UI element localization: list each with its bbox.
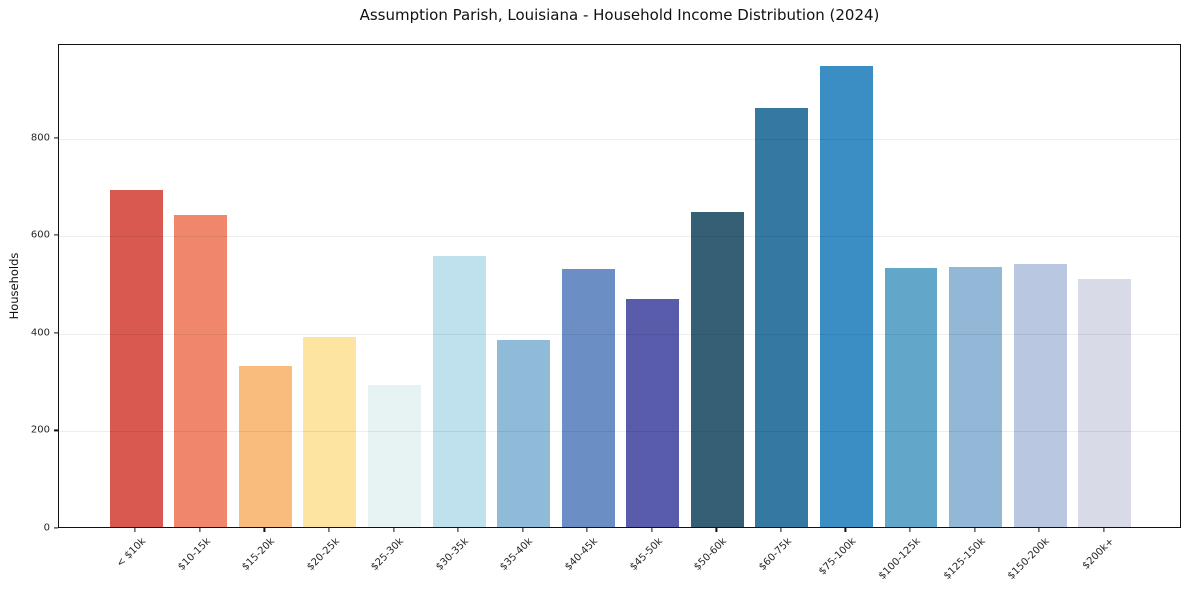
x-tick-mark [392, 528, 395, 532]
bar [561, 268, 615, 527]
x-tick-mark [780, 528, 782, 532]
y-tick-label: 600 [30, 229, 50, 241]
gridline [59, 138, 1180, 140]
x-tick-label: $20-25k [304, 536, 342, 573]
x-tick-label: $100-125k [876, 536, 923, 582]
x-tick-label: $40-45k [563, 536, 600, 573]
x-tick-mark [134, 528, 136, 532]
x-tick-mark [974, 528, 976, 532]
bar [368, 385, 421, 527]
y-tick-label: 400 [30, 327, 50, 339]
x-tick-label: $45-50k [627, 536, 665, 573]
x-tick-mark [586, 528, 588, 532]
bar [949, 267, 1003, 527]
y-tick-mark [54, 137, 58, 139]
x-tick-label: $15-20k [240, 536, 278, 573]
x-tick-label: $75-100k [816, 536, 859, 578]
bar [303, 336, 357, 527]
bar [1078, 279, 1132, 527]
x-tick-label: $200k+ [1080, 536, 1117, 572]
x-tick-mark [328, 528, 330, 532]
x-tick-label: < $10k [114, 536, 149, 570]
x-tick-label: $50-60k [692, 536, 730, 573]
x-tick-mark [715, 528, 717, 532]
x-tick-mark [457, 528, 459, 532]
bar [755, 108, 809, 527]
y-tick-mark [54, 527, 58, 529]
x-tick-mark [263, 528, 265, 532]
x-tick-mark [1038, 528, 1040, 532]
y-tick-label: 800 [30, 132, 50, 144]
y-tick-label: 200 [30, 424, 50, 436]
y-tick-mark [54, 429, 58, 431]
y-tick-label: 0 [43, 522, 50, 534]
x-tick-label: $35-40k [498, 536, 536, 573]
bar [626, 298, 680, 527]
bar [690, 212, 744, 527]
x-tick-mark [909, 528, 911, 532]
y-tick-mark [54, 234, 58, 236]
plot-area [58, 44, 1181, 528]
bar [819, 65, 873, 527]
y-axis-label: Households [7, 252, 21, 320]
bar [884, 268, 938, 527]
x-tick-label: $125-150k [941, 536, 988, 582]
x-tick-mark [199, 528, 201, 532]
x-tick-mark [522, 528, 524, 532]
bar [432, 255, 486, 527]
chart-title: Assumption Parish, Louisiana - Household… [359, 6, 880, 24]
x-tick-label: $60-75k [756, 536, 794, 573]
bar [497, 339, 551, 527]
bar [1013, 263, 1067, 527]
bar [174, 214, 228, 527]
x-tick-mark [651, 528, 653, 532]
bar [109, 190, 163, 527]
x-tick-mark [1103, 528, 1105, 532]
x-tick-label: $30-35k [433, 536, 471, 573]
x-tick-mark [844, 528, 847, 532]
x-tick-label: $10-15k [175, 536, 213, 573]
x-tick-label: $25-30k [369, 536, 407, 573]
y-tick-mark [54, 332, 58, 334]
bar [238, 366, 292, 527]
x-tick-label: $150-200k [1006, 536, 1052, 582]
